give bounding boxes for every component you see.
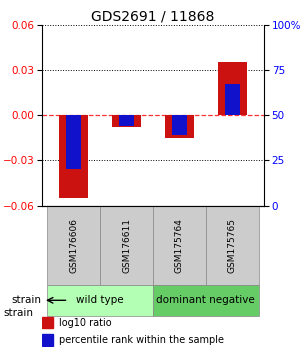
Bar	[172, 115, 187, 135]
Text: strain: strain	[11, 295, 41, 305]
Bar	[165, 115, 194, 138]
Bar	[100, 206, 153, 285]
Text: GSM175764: GSM175764	[175, 218, 184, 273]
Text: strain: strain	[3, 308, 33, 318]
Text: percentile rank within the sample: percentile rank within the sample	[59, 335, 224, 345]
Bar	[225, 85, 240, 115]
Text: log10 ratio: log10 ratio	[59, 318, 111, 328]
Bar	[66, 115, 81, 170]
Bar	[153, 285, 259, 316]
Bar	[59, 115, 88, 198]
Title: GDS2691 / 11868: GDS2691 / 11868	[91, 10, 215, 24]
Bar	[119, 115, 134, 126]
Bar	[47, 285, 153, 316]
Text: dominant negative: dominant negative	[157, 295, 255, 305]
Bar	[153, 206, 206, 285]
Text: GSM176606: GSM176606	[69, 218, 78, 273]
Bar	[112, 115, 141, 127]
Bar	[42, 335, 53, 346]
Text: GSM175765: GSM175765	[228, 218, 237, 273]
Bar	[218, 62, 247, 115]
Bar	[47, 206, 100, 285]
Text: wild type: wild type	[76, 295, 124, 305]
Bar	[42, 317, 53, 328]
Bar	[206, 206, 259, 285]
Text: GSM176611: GSM176611	[122, 218, 131, 273]
